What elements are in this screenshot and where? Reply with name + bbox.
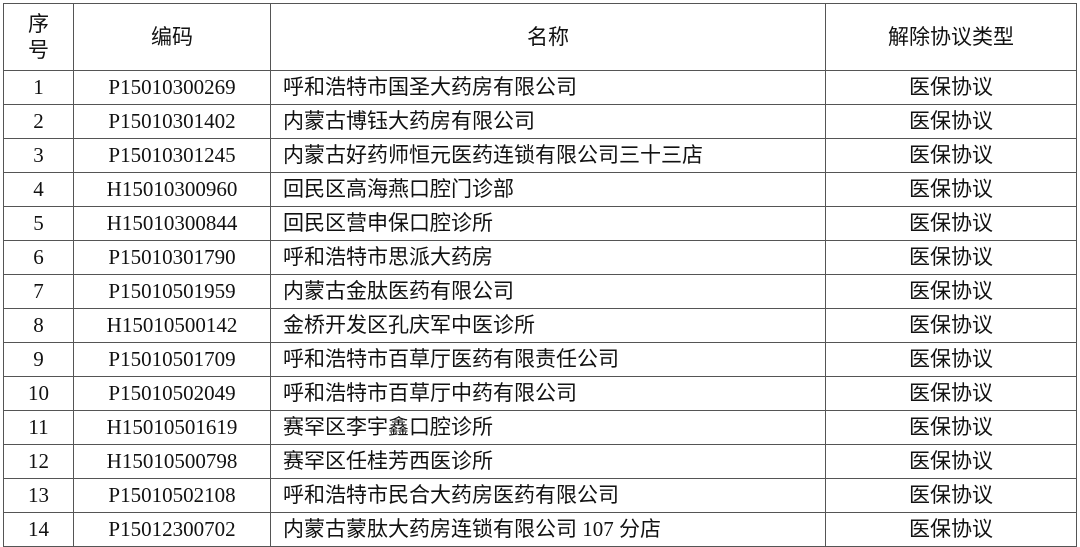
table-row: 13 P15010502108 呼和浩特市民合大药房医药有限公司 医保协议 <box>3 478 1077 513</box>
table-row: 12 H15010500798 赛罕区任桂芳西医诊所 医保协议 <box>3 444 1077 479</box>
cell-name: 赛罕区任桂芳西医诊所 <box>270 444 826 479</box>
cell-name: 回民区营申保口腔诊所 <box>270 206 826 241</box>
cell-type: 医保协议 <box>825 206 1077 241</box>
cell-index: 3 <box>3 138 74 173</box>
cell-name: 内蒙古金肽医药有限公司 <box>270 274 826 309</box>
cell-index: 9 <box>3 342 74 377</box>
cell-name: 赛罕区李宇鑫口腔诊所 <box>270 410 826 445</box>
table-row: 8 H15010500142 金桥开发区孔庆军中医诊所 医保协议 <box>3 308 1077 343</box>
cell-code: P15010501709 <box>73 342 271 377</box>
table-body: 1 P15010300269 呼和浩特市国圣大药房有限公司 医保协议 2 P1501030… <box>3 70 1077 547</box>
cell-index: 7 <box>3 274 74 309</box>
table-row: 7 P15010501959 内蒙古金肽医药有限公司 医保协议 <box>3 274 1077 309</box>
cell-index: 6 <box>3 240 74 275</box>
cell-code: H15010300844 <box>73 206 271 241</box>
cell-type: 医保协议 <box>825 478 1077 513</box>
table-row: 3 P15010301245 内蒙古好药师恒元医药连锁有限公司三十三店 医保协议 <box>3 138 1077 173</box>
cell-index: 5 <box>3 206 74 241</box>
table-row: 11 H15010501619 赛罕区李宇鑫口腔诊所 医保协议 <box>3 410 1077 445</box>
cell-type: 医保协议 <box>825 410 1077 445</box>
cell-name: 呼和浩特市思派大药房 <box>270 240 826 275</box>
table-row: 2 P15010301402 内蒙古博钰大药房有限公司 医保协议 <box>3 104 1077 139</box>
table-row: 14 P15012300702 内蒙古蒙肽大药房连锁有限公司 107 分店 医保协议 <box>3 512 1077 547</box>
cell-index: 2 <box>3 104 74 139</box>
header-index-label: 序号 <box>28 12 49 62</box>
cell-code: P15012300702 <box>73 512 271 547</box>
cell-index: 11 <box>3 410 74 445</box>
cell-type: 医保协议 <box>825 512 1077 547</box>
cell-code: P15010301402 <box>73 104 271 139</box>
table-row: 6 P15010301790 呼和浩特市思派大药房 医保协议 <box>3 240 1077 275</box>
cell-type: 医保协议 <box>825 444 1077 479</box>
header-row: 序号 编码 名称 解除协议类型 <box>3 3 1077 71</box>
cell-type: 医保协议 <box>825 70 1077 105</box>
cell-name: 呼和浩特市百草厅中药有限公司 <box>270 376 826 411</box>
cell-index: 8 <box>3 308 74 343</box>
cell-index: 14 <box>3 512 74 547</box>
cell-index: 4 <box>3 172 74 207</box>
cell-code: P15010502108 <box>73 478 271 513</box>
cell-type: 医保协议 <box>825 138 1077 173</box>
cell-name: 呼和浩特市国圣大药房有限公司 <box>270 70 826 105</box>
cell-type: 医保协议 <box>825 172 1077 207</box>
cell-name: 内蒙古好药师恒元医药连锁有限公司三十三店 <box>270 138 826 173</box>
cell-code: P15010501959 <box>73 274 271 309</box>
header-name: 名称 <box>270 3 826 71</box>
terminated-agreements-table: 序号 编码 名称 解除协议类型 1 P15010300269 呼和浩特市国圣大药房有… <box>3 3 1077 547</box>
cell-type: 医保协议 <box>825 274 1077 309</box>
cell-type: 医保协议 <box>825 342 1077 377</box>
table-row: 10 P15010502049 呼和浩特市百草厅中药有限公司 医保协议 <box>3 376 1077 411</box>
cell-name: 呼和浩特市百草厅医药有限责任公司 <box>270 342 826 377</box>
table-row: 5 H15010300844 回民区营申保口腔诊所 医保协议 <box>3 206 1077 241</box>
table-row: 9 P15010501709 呼和浩特市百草厅医药有限责任公司 医保协议 <box>3 342 1077 377</box>
cell-code: H15010300960 <box>73 172 271 207</box>
cell-code: P15010301790 <box>73 240 271 275</box>
header-code: 编码 <box>73 3 271 71</box>
cell-index: 13 <box>3 478 74 513</box>
table-row: 1 P15010300269 呼和浩特市国圣大药房有限公司 医保协议 <box>3 70 1077 105</box>
cell-name: 内蒙古蒙肽大药房连锁有限公司 107 分店 <box>270 512 826 547</box>
header-index: 序号 <box>3 3 74 71</box>
cell-code: H15010500142 <box>73 308 271 343</box>
cell-index: 1 <box>3 70 74 105</box>
cell-index: 10 <box>3 376 74 411</box>
cell-name: 回民区高海燕口腔门诊部 <box>270 172 826 207</box>
cell-name: 呼和浩特市民合大药房医药有限公司 <box>270 478 826 513</box>
cell-type: 医保协议 <box>825 240 1077 275</box>
header-type: 解除协议类型 <box>825 3 1077 71</box>
cell-code: P15010300269 <box>73 70 271 105</box>
cell-name: 内蒙古博钰大药房有限公司 <box>270 104 826 139</box>
cell-type: 医保协议 <box>825 376 1077 411</box>
table-row: 4 H15010300960 回民区高海燕口腔门诊部 医保协议 <box>3 172 1077 207</box>
cell-code: H15010500798 <box>73 444 271 479</box>
cell-code: P15010301245 <box>73 138 271 173</box>
cell-index: 12 <box>3 444 74 479</box>
cell-type: 医保协议 <box>825 104 1077 139</box>
cell-code: P15010502049 <box>73 376 271 411</box>
cell-code: H15010501619 <box>73 410 271 445</box>
cell-type: 医保协议 <box>825 308 1077 343</box>
cell-name: 金桥开发区孔庆军中医诊所 <box>270 308 826 343</box>
